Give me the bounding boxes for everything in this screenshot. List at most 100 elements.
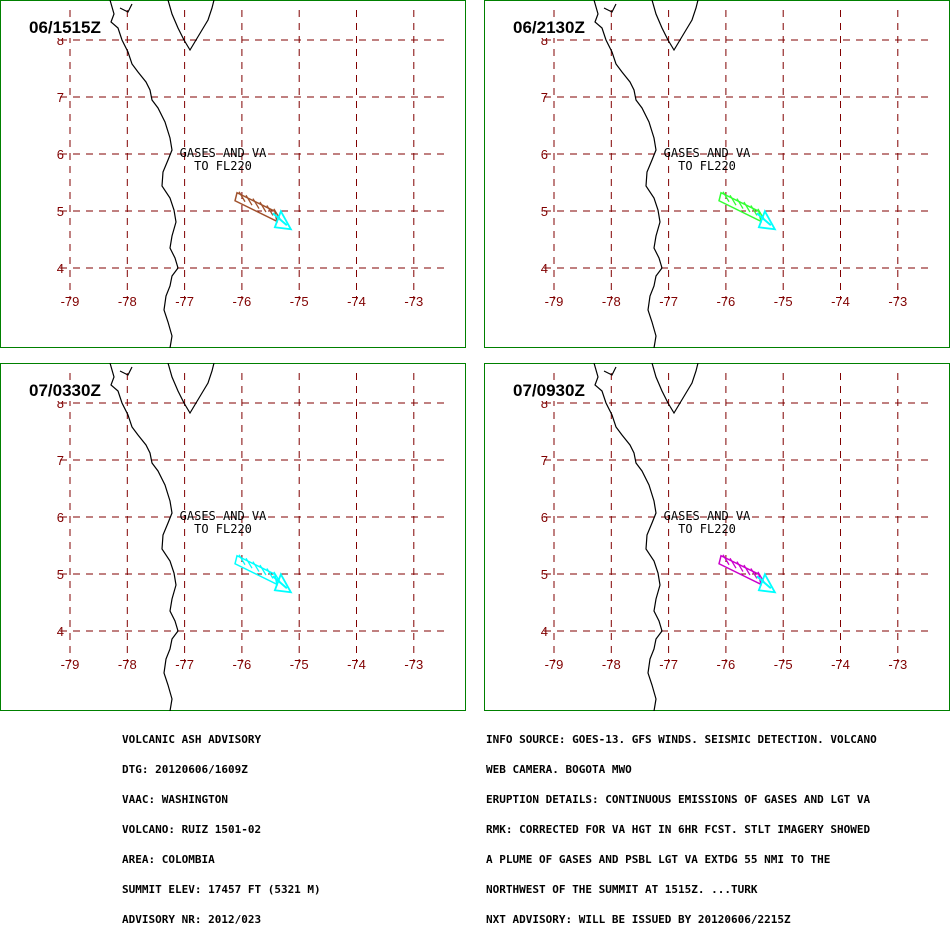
lon-label: -76 <box>233 657 252 672</box>
ash-label-line2: TO FL220 <box>194 159 252 173</box>
lon-label: -78 <box>602 657 621 672</box>
coastline <box>651 0 699 52</box>
map-svg: 8 7 6 5 4 -79 -78 -77 -76 -75 -74 -73 <box>484 0 950 348</box>
lon-label: -74 <box>347 294 366 309</box>
map-panel-1: 8 7 6 5 4 -79 -78 -77 -76 -75 -74 -73 06/1515Z GASE… <box>0 0 466 348</box>
plume-arrow-icon <box>718 191 777 231</box>
map-svg: 8 7 6 5 4 -79 -78 -77 -76 -75 -74 -73 <box>0 363 466 711</box>
lat-label: 7 <box>541 90 548 105</box>
lon-label: -78 <box>602 294 621 309</box>
map-svg: 8 7 6 5 4 -79 -78 -77 -76 -75 -74 -73 <box>484 363 950 711</box>
advisory-line: RMK: CORRECTED FOR VA HGT IN 6HR FCST. S… <box>486 823 871 836</box>
lon-label: -74 <box>831 657 850 672</box>
lat-label: 7 <box>57 90 64 105</box>
lat-label: 8 <box>541 33 548 48</box>
ash-label: GASES AND VA TO FL220 <box>642 510 772 536</box>
ash-label-line1: GASES AND VA <box>179 146 267 160</box>
advisory-header-text: VOLCANIC ASH ADVISORY DTG: 20120606/1609… <box>122 715 321 935</box>
map-panel-4: 8 7 6 5 4 -79 -78 -77 -76 -75 -74 -73 07/0930Z GASE… <box>484 363 950 711</box>
map-frame <box>484 0 950 348</box>
advisory-line: NXT ADVISORY: WILL BE ISSUED BY 20120606… <box>486 913 791 926</box>
map-frame <box>0 0 466 348</box>
coastline <box>119 366 133 376</box>
plume-arrow-icon <box>234 554 293 594</box>
coastline <box>109 363 179 711</box>
lon-label: -77 <box>659 657 678 672</box>
advisory-line: WEB CAMERA. BOGOTA MWO <box>486 763 632 776</box>
advisory-line: ERUPTION DETAILS: CONTINUOUS EMISSIONS O… <box>486 793 871 806</box>
coastline <box>603 366 617 376</box>
lat-label: 5 <box>541 567 548 582</box>
map-svg: 8 7 6 5 4 -79 -78 -77 -76 -75 -74 -73 <box>0 0 466 348</box>
panel-timestamp: 07/0930Z <box>512 381 586 401</box>
coastline <box>593 363 663 711</box>
lon-label: -77 <box>175 294 194 309</box>
lat-label: 7 <box>57 453 64 468</box>
coastline <box>109 0 179 348</box>
lat-label: 5 <box>57 204 64 219</box>
lat-label: 6 <box>57 147 64 162</box>
map-frame <box>0 363 466 711</box>
lon-label: -76 <box>233 294 252 309</box>
panel-timestamp: 07/0330Z <box>28 381 102 401</box>
map-panel-2: 8 7 6 5 4 -79 -78 -77 -76 -75 -74 -73 06/2130Z GASE… <box>484 0 950 348</box>
ash-label: GASES AND VA TO FL220 <box>158 147 288 173</box>
lon-label: -75 <box>290 294 309 309</box>
coastline <box>593 0 663 348</box>
ash-label-line1: GASES AND VA <box>663 146 751 160</box>
lat-label: 5 <box>57 567 64 582</box>
lon-label: -77 <box>175 657 194 672</box>
lat-label: 7 <box>541 453 548 468</box>
ash-label-line1: GASES AND VA <box>663 509 751 523</box>
advisory-line: INFO SOURCE: GOES-13. GFS WINDS. SEISMIC… <box>486 733 877 746</box>
lon-label: -73 <box>888 294 907 309</box>
advisory-remarks-text: INFO SOURCE: GOES-13. GFS WINDS. SEISMIC… <box>486 715 877 935</box>
lat-label: 4 <box>541 624 548 639</box>
lat-label: 6 <box>57 510 64 525</box>
ash-label-line2: TO FL220 <box>678 522 736 536</box>
advisory-line: SUMMIT ELEV: 17457 FT (5321 M) <box>122 883 321 896</box>
lon-label: -73 <box>404 657 423 672</box>
advisory-line: A PLUME OF GASES AND PSBL LGT VA EXTDG 5… <box>486 853 831 866</box>
lon-label: -73 <box>888 657 907 672</box>
lat-label: 8 <box>57 396 64 411</box>
coastline <box>651 363 699 415</box>
ash-label-line2: TO FL220 <box>194 522 252 536</box>
lon-label: -78 <box>118 294 137 309</box>
coastline <box>167 363 215 415</box>
advisory-line: DTG: 20120606/1609Z <box>122 763 248 776</box>
panel-timestamp: 06/1515Z <box>28 18 102 38</box>
lat-label: 5 <box>541 204 548 219</box>
lon-label: -75 <box>774 294 793 309</box>
ash-label-line1: GASES AND VA <box>179 509 267 523</box>
lon-label: -79 <box>61 294 80 309</box>
lat-label: 4 <box>541 261 548 276</box>
panel-timestamp: 06/2130Z <box>512 18 586 38</box>
lon-label: -79 <box>61 657 80 672</box>
lat-label: 6 <box>541 510 548 525</box>
coastline <box>119 3 133 13</box>
lat-label: 8 <box>57 33 64 48</box>
map-frame <box>484 363 950 711</box>
advisory-line: VOLCANO: RUIZ 1501-02 <box>122 823 262 836</box>
advisory-line: ADVISORY NR: 2012/023 <box>122 913 262 926</box>
ash-label: GASES AND VA TO FL220 <box>642 147 772 173</box>
lon-label: -74 <box>831 294 850 309</box>
advisory-line: AREA: COLOMBIA <box>122 853 215 866</box>
advisory-line: VAAC: WASHINGTON <box>122 793 228 806</box>
lat-label: 6 <box>541 147 548 162</box>
lat-label: 4 <box>57 624 64 639</box>
ash-label-line2: TO FL220 <box>678 159 736 173</box>
coastline <box>167 0 215 52</box>
lon-label: -77 <box>659 294 678 309</box>
lon-label: -73 <box>404 294 423 309</box>
lat-label: 4 <box>57 261 64 276</box>
lon-label: -78 <box>118 657 137 672</box>
advisory-line: VOLCANIC ASH ADVISORY <box>122 733 262 746</box>
advisory-line: NORTHWEST OF THE SUMMIT AT 1515Z. ...TUR… <box>486 883 758 896</box>
ash-label: GASES AND VA TO FL220 <box>158 510 288 536</box>
lon-label: -76 <box>717 294 736 309</box>
lat-label: 8 <box>541 396 548 411</box>
lon-label: -79 <box>545 657 564 672</box>
lon-label: -79 <box>545 294 564 309</box>
